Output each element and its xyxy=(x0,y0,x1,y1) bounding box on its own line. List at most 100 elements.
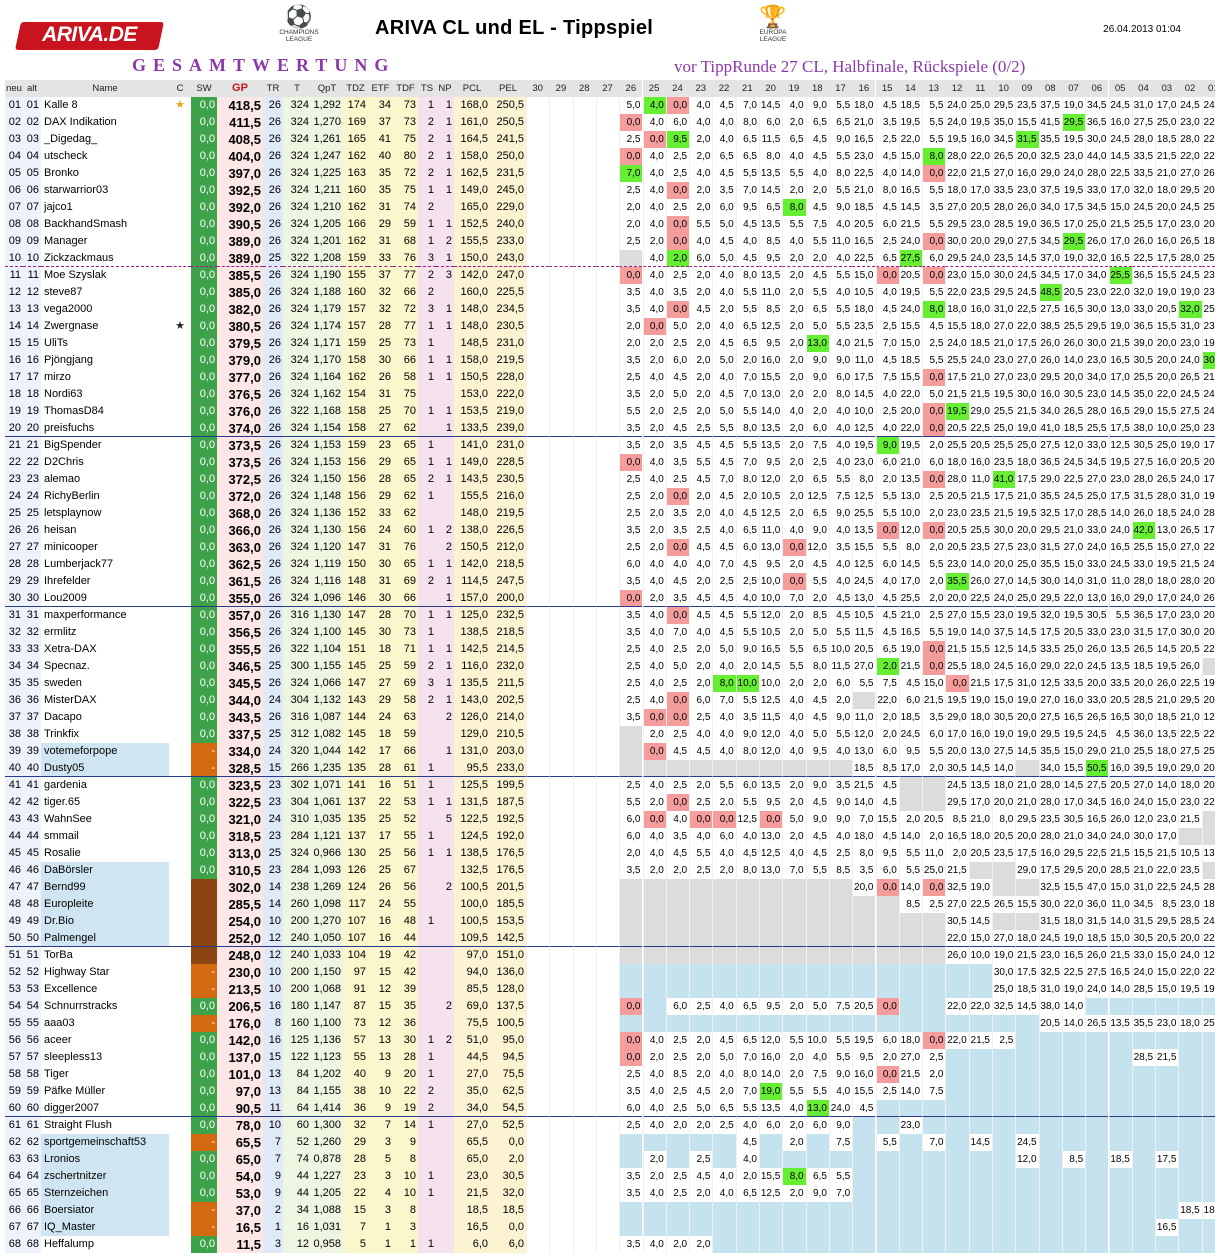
column-header-19[interactable]: 19 xyxy=(782,80,806,97)
player-name[interactable]: UliTs xyxy=(41,335,169,352)
column-header-23[interactable]: 23 xyxy=(689,80,713,97)
column-header-15[interactable]: 15 xyxy=(875,80,899,97)
player-name[interactable]: Lumberjack77 xyxy=(41,556,169,573)
player-name[interactable]: gardenia xyxy=(41,777,169,794)
column-header-etf[interactable]: ETF xyxy=(368,80,393,97)
column-header-20[interactable]: 20 xyxy=(759,80,783,97)
column-header-08[interactable]: 08 xyxy=(1038,80,1062,97)
player-name[interactable]: Dr.Bio xyxy=(41,913,169,930)
player-name[interactable]: minicooper xyxy=(41,539,169,556)
player-name[interactable]: Lou2009 xyxy=(41,590,169,607)
player-name[interactable]: Xetra-DAX xyxy=(41,641,169,658)
player-name[interactable]: Europleite xyxy=(41,896,169,913)
column-header-tdz[interactable]: TDZ xyxy=(343,80,368,97)
column-header-25[interactable]: 25 xyxy=(642,80,666,97)
player-name[interactable]: mirzo xyxy=(41,369,169,386)
column-header-26[interactable]: 26 xyxy=(619,80,643,97)
player-name[interactable]: aceer xyxy=(41,1032,169,1049)
player-name[interactable]: WahnSee xyxy=(41,811,169,828)
player-name[interactable]: votemeforpope xyxy=(41,743,169,760)
player-name[interactable]: steve87 xyxy=(41,284,169,301)
player-name[interactable]: ThomasD84 xyxy=(41,403,169,420)
column-header-22[interactable]: 22 xyxy=(712,80,736,97)
player-name[interactable]: Boersiator xyxy=(41,1202,169,1219)
player-name[interactable]: vega2000 xyxy=(41,301,169,318)
player-name[interactable]: heisan xyxy=(41,522,169,539)
column-header-t[interactable]: T xyxy=(283,80,311,97)
player-name[interactable]: Excellence xyxy=(41,981,169,998)
player-name[interactable]: Zickzackmaus xyxy=(41,250,169,267)
player-name[interactable]: Rosalie xyxy=(41,845,169,862)
player-name[interactable]: Nordi63 xyxy=(41,386,169,403)
player-name[interactable]: IQ_Master xyxy=(41,1219,169,1236)
player-name[interactable]: Highway Star xyxy=(41,964,169,981)
column-header-07[interactable]: 07 xyxy=(1061,80,1086,97)
player-name[interactable]: Palmengel xyxy=(41,930,169,947)
player-name[interactable]: Dusty05 xyxy=(41,760,169,777)
player-name[interactable]: Tiger xyxy=(41,1066,169,1083)
player-name[interactable]: D2Chris xyxy=(41,454,169,471)
player-name[interactable]: Straight Flush xyxy=(41,1117,169,1134)
player-name[interactable]: Lronios xyxy=(41,1151,169,1168)
player-name[interactable]: Ihrefelder xyxy=(41,573,169,590)
player-name[interactable]: Heffalump xyxy=(41,1236,169,1253)
column-header-14[interactable]: 14 xyxy=(898,80,923,97)
player-name[interactable]: starwarrior03 xyxy=(41,182,169,199)
player-name[interactable]: zschertnitzer xyxy=(41,1168,169,1185)
column-header-tr[interactable]: TR xyxy=(263,80,283,97)
player-name[interactable]: Schnurrstracks xyxy=(41,998,169,1015)
column-header-01[interactable]: 01 xyxy=(1201,80,1215,97)
player-name[interactable]: Zwergnase xyxy=(41,318,169,335)
column-header-18[interactable]: 18 xyxy=(805,80,829,97)
player-name[interactable]: maxperformance xyxy=(41,607,169,624)
player-name[interactable]: BigSpender xyxy=(41,437,169,454)
column-header-17[interactable]: 17 xyxy=(828,80,853,97)
player-name[interactable]: aaa03 xyxy=(41,1015,169,1032)
player-name[interactable]: tiger.65 xyxy=(41,794,169,811)
column-header-ts[interactable]: TS xyxy=(418,80,436,97)
column-header-10[interactable]: 10 xyxy=(992,80,1016,97)
player-name[interactable]: Bronko xyxy=(41,165,169,182)
column-header-28[interactable]: 28 xyxy=(572,80,596,97)
player-name[interactable]: ermlitz xyxy=(41,624,169,641)
player-name[interactable]: Pjöngjang xyxy=(41,352,169,369)
column-header-09[interactable]: 09 xyxy=(1015,80,1039,97)
column-header-13[interactable]: 13 xyxy=(922,80,946,97)
column-header-gp[interactable]: GP xyxy=(217,80,263,97)
column-header-24[interactable]: 24 xyxy=(665,80,690,97)
player-name[interactable]: sportgemeinschaft53 xyxy=(41,1134,169,1151)
column-header-06[interactable]: 06 xyxy=(1085,80,1109,97)
column-header-03[interactable]: 03 xyxy=(1155,80,1179,97)
player-name[interactable]: Trinkfix xyxy=(41,726,169,743)
ariva-logo[interactable]: ARIVA.DE xyxy=(15,22,164,50)
player-name[interactable]: sweden xyxy=(41,675,169,692)
player-name[interactable]: smmail xyxy=(41,828,169,845)
column-header-neu[interactable]: neu xyxy=(5,80,23,97)
column-header-04[interactable]: 04 xyxy=(1131,80,1156,97)
column-header-alt[interactable]: alt xyxy=(23,80,41,97)
player-name[interactable]: Kalle 8 xyxy=(41,97,169,114)
player-name[interactable]: letsplaynow xyxy=(41,505,169,522)
column-header-pel[interactable]: PEL xyxy=(490,80,526,97)
player-name[interactable]: Moe Szyslak xyxy=(41,267,169,284)
column-header-11[interactable]: 11 xyxy=(968,80,992,97)
column-header-05[interactable]: 05 xyxy=(1108,80,1132,97)
column-header-pcl[interactable]: PCL xyxy=(454,80,490,97)
column-header-30[interactable]: 30 xyxy=(526,80,550,97)
player-name[interactable]: BackhandSmash xyxy=(41,216,169,233)
column-header-21[interactable]: 21 xyxy=(735,80,759,97)
player-name[interactable]: DaBörsler xyxy=(41,862,169,879)
player-name[interactable]: alemao xyxy=(41,471,169,488)
player-name[interactable]: TorBa xyxy=(41,947,169,964)
column-header-sw[interactable]: SW xyxy=(191,80,217,97)
column-header-name[interactable]: Name xyxy=(41,80,169,97)
player-name[interactable]: digger2007 xyxy=(41,1100,169,1117)
column-header-02[interactable]: 02 xyxy=(1178,80,1202,97)
player-name[interactable]: Manager xyxy=(41,233,169,250)
column-header-c[interactable]: C xyxy=(169,80,191,97)
player-name[interactable]: RichyBerlin xyxy=(41,488,169,505)
player-name[interactable]: utscheck xyxy=(41,148,169,165)
column-header-29[interactable]: 29 xyxy=(549,80,573,97)
player-name[interactable]: sleepless13 xyxy=(41,1049,169,1066)
player-name[interactable]: preisfuchs xyxy=(41,420,169,437)
